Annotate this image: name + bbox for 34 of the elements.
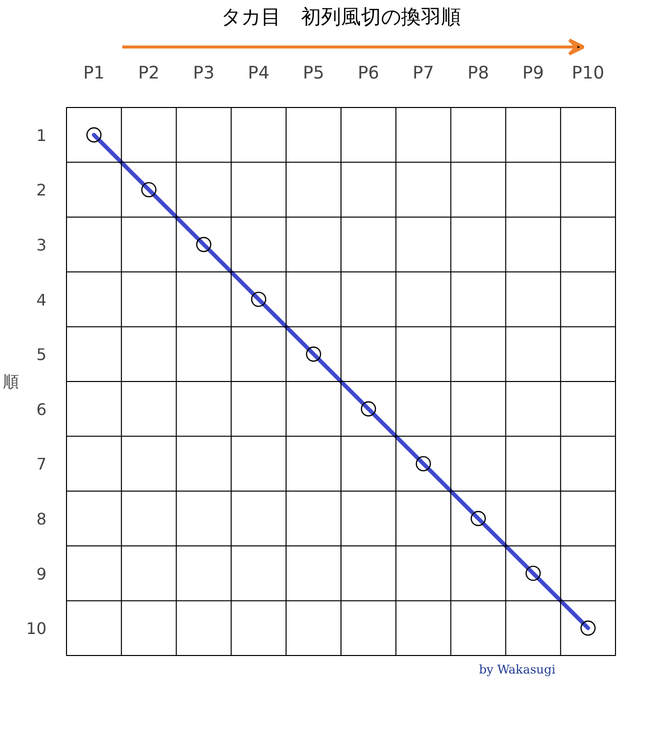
line-series <box>92 132 590 630</box>
y-tick-label: 7 <box>36 454 47 474</box>
x-tick-label: P8 <box>468 64 489 84</box>
point <box>580 620 596 636</box>
y-tick-label: 9 <box>36 564 47 584</box>
y-tick-label: 6 <box>36 400 47 419</box>
x-tick-label: P2 <box>138 64 160 84</box>
y-tick-label: 1 <box>36 126 47 145</box>
x-tick-label: P7 <box>412 64 434 84</box>
y-axis-title: 順 <box>3 372 20 391</box>
point <box>526 566 541 581</box>
point <box>86 127 102 142</box>
x-tick-label: P5 <box>302 64 324 84</box>
chart-title: タカ目 初列風切の換羽順 <box>221 4 461 28</box>
x-tick-label: P9 <box>522 64 544 84</box>
x-tick-label: P1 <box>83 64 105 84</box>
x-tick-label: P10 <box>572 64 604 84</box>
text: by Wakasugi <box>478 662 556 676</box>
point <box>470 510 486 526</box>
point <box>196 236 212 252</box>
point <box>306 346 322 362</box>
x-tick-label: P4 <box>248 64 270 84</box>
y-tick-label: 5 <box>36 345 47 364</box>
point <box>251 292 266 307</box>
point <box>360 401 376 416</box>
y-tick-label: 2 <box>36 180 47 200</box>
y-tick-label: 10 <box>26 619 46 638</box>
y-tick-label: 3 <box>36 236 47 254</box>
x-tick-label: P3 <box>193 64 214 84</box>
x-tick-label: P6 <box>358 64 380 84</box>
y-tick-label: 4 <box>36 290 47 310</box>
point <box>141 182 156 198</box>
y-tick-label: 8 <box>36 510 47 528</box>
point <box>416 456 431 472</box>
